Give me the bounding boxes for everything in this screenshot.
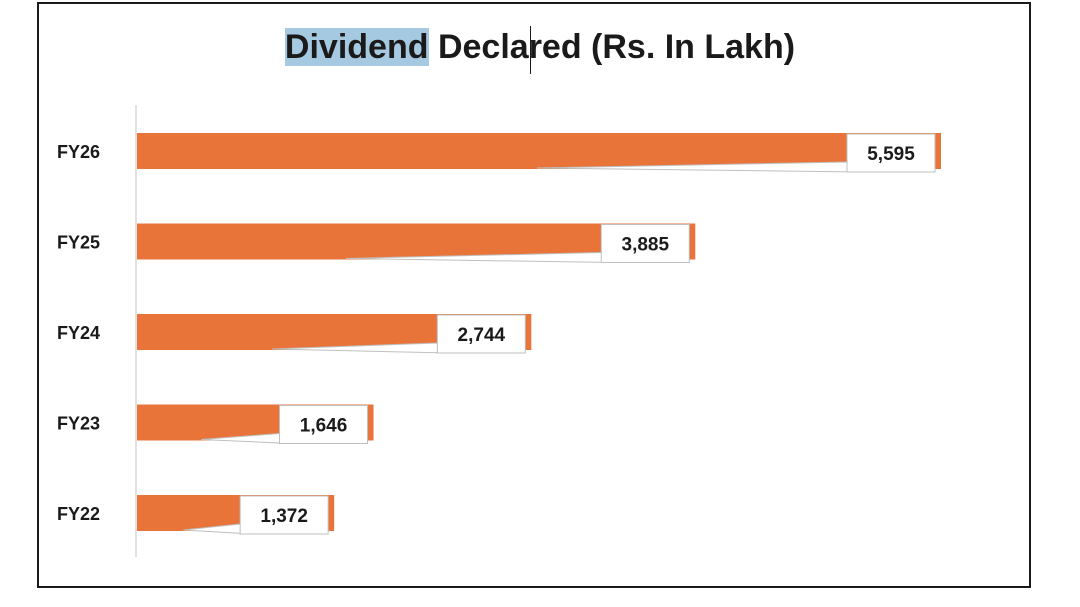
data-label-box-fy23 <box>279 405 369 444</box>
data-label-fy22: 1,372 <box>260 506 308 527</box>
chart-frame <box>37 2 1031 588</box>
data-label-box-fy26 <box>846 133 936 173</box>
title-highlighted-word: Dividend <box>284 28 429 66</box>
data-label-fy23: 1,646 <box>300 416 348 437</box>
data-label-box-fy25 <box>600 224 690 263</box>
chart-title: Dividend Declared (Rs. In Lakh) <box>0 22 1080 72</box>
data-label-box-fy22 <box>239 495 329 535</box>
text-cursor <box>530 26 531 74</box>
title-text-b: red (Rs. In Lakh) <box>528 28 796 66</box>
category-label-fy26: FY26 <box>57 142 100 162</box>
data-label-fy25: 3,885 <box>622 235 670 256</box>
data-label-fy26: 5,595 <box>867 144 915 165</box>
title-text-a: Decla <box>428 28 529 66</box>
category-label-fy22: FY22 <box>57 504 100 524</box>
data-label-box-fy24 <box>436 314 526 354</box>
category-label-fy24: FY24 <box>57 323 100 343</box>
category-label-fy25: FY25 <box>57 233 100 253</box>
data-label-fy24: 2,744 <box>458 325 506 346</box>
bars-group: FY26 5,595 FY25 3,885 FY24 2,744 FY23 1,646 FY22… <box>57 133 941 535</box>
category-label-fy23: FY23 <box>57 414 100 434</box>
